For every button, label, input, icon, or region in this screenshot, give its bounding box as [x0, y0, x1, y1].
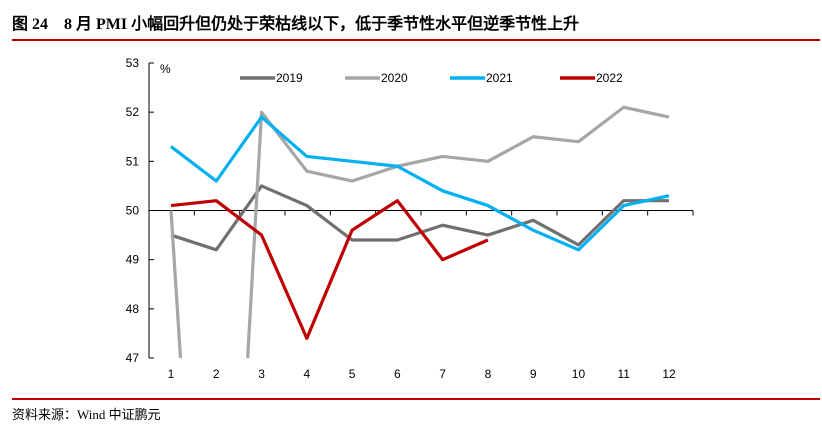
x-tick-label: 9 [530, 367, 537, 381]
y-tick-label: 47 [126, 351, 140, 365]
series-line-2022 [170, 199, 489, 340]
y-tick-label: 49 [126, 253, 140, 267]
x-tick-label: 8 [485, 367, 492, 381]
legend-label-2021: 2021 [486, 71, 513, 85]
y-unit-label: % [160, 62, 171, 76]
x-tick-label: 4 [303, 367, 310, 381]
figure-title: 图 24 8 月 PMI 小幅回升但仍处于荣枯线以下，低于季节性水平但逆季节性上… [12, 16, 580, 33]
series-line-2021 [170, 115, 670, 252]
series-line-2020 [246, 105, 670, 359]
legend-label-2022: 2022 [596, 71, 623, 85]
series-line-2020 [169, 210, 183, 359]
x-tick-label: 1 [168, 367, 175, 381]
x-tick-label: 10 [572, 367, 586, 381]
x-tick-label: 3 [258, 367, 265, 381]
legend-label-2019: 2019 [276, 71, 303, 85]
series-line-2019 [170, 184, 669, 252]
source-note: 资料来源：Wind 中证鹏元 [12, 407, 161, 422]
x-tick-label: 6 [394, 367, 401, 381]
x-tick-label: 5 [349, 367, 356, 381]
y-tick-label: 50 [126, 204, 140, 218]
x-tick-label: 11 [617, 367, 630, 381]
source-rule [12, 398, 820, 400]
x-tick-label: 2 [213, 367, 220, 381]
title-rule [12, 39, 820, 41]
x-tick-label: 12 [662, 367, 676, 381]
y-tick-label: 53 [126, 56, 140, 70]
y-tick-label: 51 [126, 154, 140, 168]
legend-label-2020: 2020 [381, 71, 408, 85]
x-tick-label: 7 [439, 367, 446, 381]
y-tick-label: 52 [126, 105, 140, 119]
y-tick-label: 48 [126, 302, 140, 316]
